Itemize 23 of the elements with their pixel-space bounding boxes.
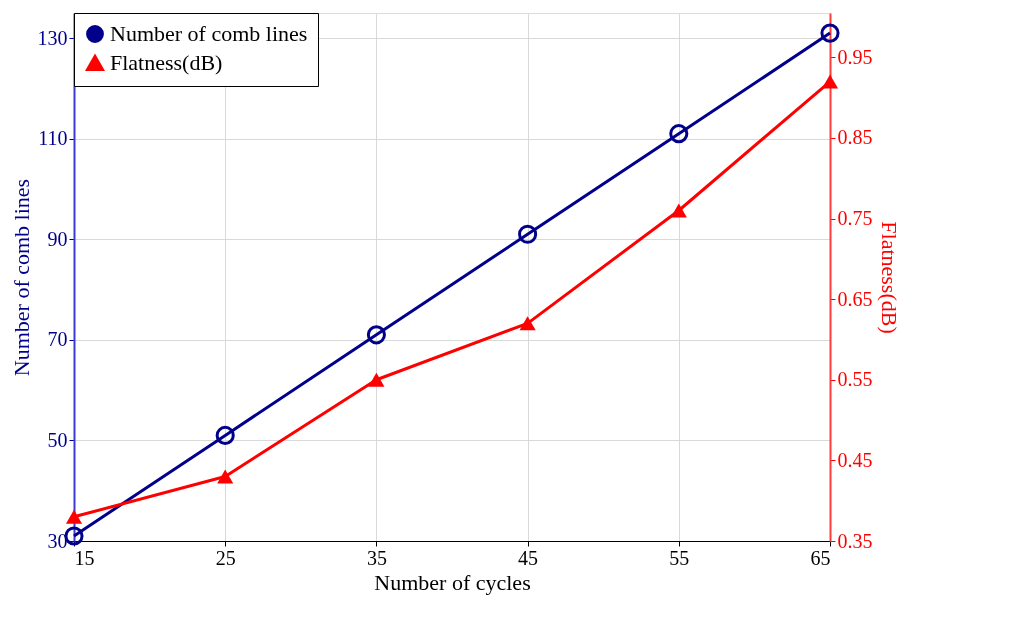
x-tick-label: 25 bbox=[215, 546, 236, 569]
y-axis-title: Number of comb lines bbox=[8, 178, 34, 377]
y2-tick-label: 0.85 bbox=[837, 126, 873, 149]
legend-label: Number of comb lines bbox=[110, 21, 308, 46]
y-tick-label: 70 bbox=[47, 328, 68, 351]
x-tick-label: 45 bbox=[518, 546, 539, 569]
x-tick-label: 15 bbox=[74, 546, 95, 569]
y2-tick-label: 0.35 bbox=[837, 529, 873, 552]
y-tick-label: 90 bbox=[47, 227, 68, 250]
x-axis-title: Number of cycles bbox=[374, 569, 531, 595]
legend-label: Flatness(dB) bbox=[110, 50, 223, 75]
y2-tick-label: 0.95 bbox=[837, 45, 873, 68]
y-tick-label: 50 bbox=[47, 428, 68, 451]
x-tick-label: 55 bbox=[669, 546, 690, 569]
y2-tick-label: 0.45 bbox=[837, 448, 873, 471]
y-tick-label: 110 bbox=[38, 127, 68, 150]
y2-tick-label: 0.65 bbox=[837, 287, 873, 310]
y2-tick-label: 0.55 bbox=[837, 368, 873, 391]
y2-axis-title: Flatness(dB) bbox=[876, 221, 902, 334]
x-tick-label: 35 bbox=[366, 546, 387, 569]
y2-tick-label: 0.75 bbox=[837, 207, 873, 230]
y-tick-label: 130 bbox=[37, 26, 68, 49]
x-tick-label: 65 bbox=[810, 546, 831, 569]
